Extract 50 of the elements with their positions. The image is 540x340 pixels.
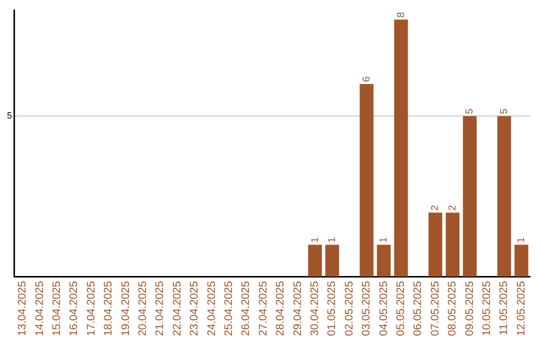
x-tick-label: 10.05.2025 [481, 280, 494, 336]
x-tick-label: 27.04.2025 [257, 280, 270, 336]
x-tick-label: 12.05.2025 [515, 280, 528, 336]
x-tick-label: 08.05.2025 [446, 280, 459, 336]
x-tick-label: 15.04.2025 [51, 280, 64, 336]
data-label: 1 [326, 236, 338, 243]
x-tick-label: 02.05.2025 [343, 280, 356, 336]
x-tick-label: 17.04.2025 [85, 280, 98, 336]
bar [394, 20, 408, 276]
bar [360, 84, 374, 276]
data-label: 8 [396, 12, 407, 18]
x-tick-label: 30.04.2025 [309, 280, 322, 336]
data-label: 2 [430, 204, 442, 211]
x-tick-label: 25.04.2025 [223, 280, 236, 336]
data-label: 5 [464, 108, 476, 114]
bar [376, 244, 391, 276]
bar [497, 116, 512, 276]
x-tick-label: 16.04.2025 [68, 280, 80, 336]
bar [325, 244, 340, 276]
x-tick-label: 18.04.2025 [102, 280, 115, 336]
data-label: 6 [361, 76, 372, 82]
x-tick-label: 01.05.2025 [326, 280, 338, 336]
x-tick-label: 03.05.2025 [360, 280, 373, 336]
x-tick-label: 24.04.2025 [206, 280, 218, 336]
bar [446, 212, 460, 276]
data-label: 1 [516, 236, 528, 243]
data-label: 2 [447, 204, 458, 211]
bar [428, 212, 442, 276]
x-tick-label: 14.04.2025 [34, 280, 46, 336]
x-tick-label: 07.05.2025 [429, 280, 442, 336]
x-tick-label: 13.04.2025 [16, 280, 29, 336]
bar [514, 244, 528, 276]
data-label: 1 [378, 236, 390, 243]
x-tick-label: 22.04.2025 [171, 280, 184, 336]
x-tick-label: 05.05.2025 [395, 280, 408, 336]
x-tick-label: 21.04.2025 [154, 280, 166, 336]
x-tick-label: 19.04.2025 [120, 280, 132, 336]
data-label: 1 [310, 236, 321, 243]
x-tick-label: 06.05.2025 [412, 280, 424, 336]
x-tick-label: 09.05.2025 [464, 280, 476, 336]
x-tick-label: 26.04.2025 [240, 280, 252, 336]
x-tick-label: 20.04.2025 [137, 280, 150, 336]
x-tick-label: 23.04.2025 [188, 280, 201, 336]
x-tick-label: 28.04.2025 [274, 280, 287, 336]
bar [308, 244, 322, 276]
x-tick-label: 11.05.2025 [498, 280, 510, 336]
data-label: 5 [498, 108, 510, 114]
bar [462, 116, 477, 276]
x-tick-label: 29.04.2025 [292, 280, 304, 336]
x-tick-label: 04.05.2025 [378, 280, 390, 336]
